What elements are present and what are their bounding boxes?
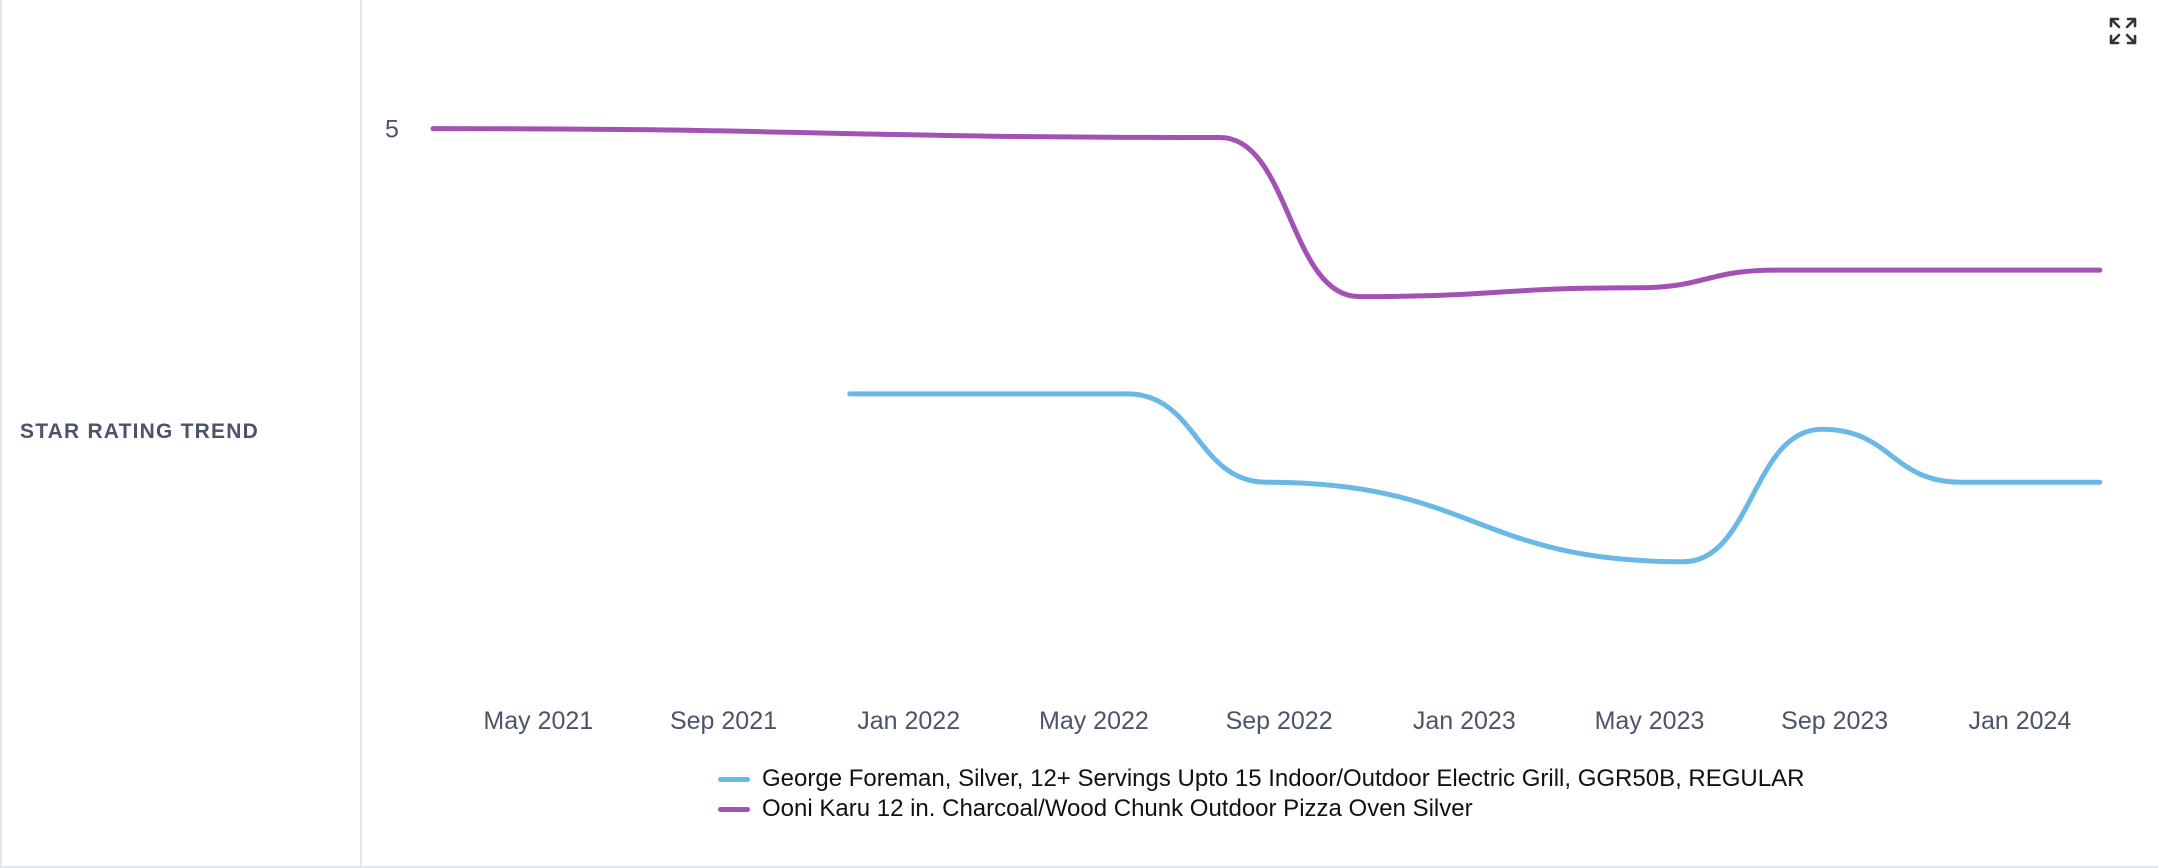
- x-tick-label: May 2021: [483, 707, 593, 735]
- legend-label: Ooni Karu 12 in. Charcoal/Wood Chunk Out…: [762, 795, 1473, 822]
- left-panel: STAR RATING TREND: [2, 0, 362, 866]
- chart-legend: George Foreman, Silver, 12+ Servings Upt…: [718, 764, 1804, 824]
- legend-item[interactable]: George Foreman, Silver, 12+ Servings Upt…: [718, 764, 1804, 794]
- x-tick-label: Sep 2021: [670, 707, 777, 735]
- legend-item[interactable]: Ooni Karu 12 in. Charcoal/Wood Chunk Out…: [718, 794, 1804, 824]
- legend-swatch: [718, 776, 750, 782]
- legend-swatch: [718, 806, 750, 812]
- x-tick-label: Sep 2023: [1781, 707, 1888, 735]
- x-tick-label: May 2023: [1595, 707, 1705, 735]
- x-tick-label: Jan 2024: [1968, 707, 2071, 735]
- line-chart: 5 May 2021 Sep 2021 Jan 2022 May 2022 Sep 202…: [385, 116, 2103, 735]
- y-tick-label: 5: [385, 116, 399, 144]
- x-tick-label: May 2022: [1039, 707, 1149, 735]
- series-line-0[interactable]: [847, 391, 2103, 565]
- x-tick-label: Jan 2023: [1413, 707, 1516, 735]
- x-tick-label: Jan 2022: [857, 707, 960, 735]
- panel-title: STAR RATING TREND: [20, 420, 259, 443]
- x-tick-label: Sep 2022: [1226, 707, 1333, 735]
- legend-label: George Foreman, Silver, 12+ Servings Upt…: [762, 765, 1805, 792]
- series-line-1[interactable]: [430, 126, 2103, 300]
- expand-icon[interactable]: [2108, 16, 2138, 46]
